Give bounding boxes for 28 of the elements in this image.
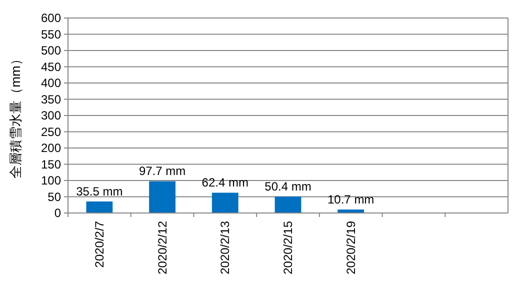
- y-tick-label: 400: [40, 76, 62, 90]
- y-axis-title: 全層積雪水量（mm）: [8, 52, 23, 178]
- y-tick-label: 350: [40, 92, 62, 106]
- y-tick-label: 450: [40, 60, 62, 74]
- y-tick-label: 250: [40, 124, 62, 139]
- y-tick-label: 500: [40, 44, 62, 58]
- data-label: 50.4 mm: [264, 180, 312, 194]
- x-tick-label: 2020/2/19: [344, 220, 358, 274]
- x-tick-label: 2020/2/12: [155, 220, 170, 274]
- y-tick-label: 550: [40, 27, 62, 42]
- data-label: 10.7 mm: [328, 192, 374, 207]
- bar: [149, 181, 176, 213]
- bar: [274, 196, 302, 213]
- data-label: 97.7 mm: [138, 164, 186, 178]
- data-label: 35.5 mm: [76, 184, 123, 198]
- x-tick-label: 2020/2/15: [281, 220, 295, 274]
- y-tick-label: 0: [54, 206, 62, 220]
- data-label: 62.4 mm: [202, 176, 248, 190]
- y-tick-label: 300: [40, 108, 62, 122]
- y-tick-label: 200: [40, 141, 62, 155]
- y-tick-label: 600: [40, 11, 62, 25]
- y-tick-label: 150: [40, 157, 62, 172]
- bar: [86, 201, 113, 213]
- x-tick-label: 2020/2/13: [218, 220, 232, 274]
- y-tick-label: 100: [40, 174, 62, 188]
- y-tick-label: 50: [48, 190, 62, 204]
- x-tick-label: 2020/2/7: [92, 220, 106, 268]
- bar: [212, 192, 238, 213]
